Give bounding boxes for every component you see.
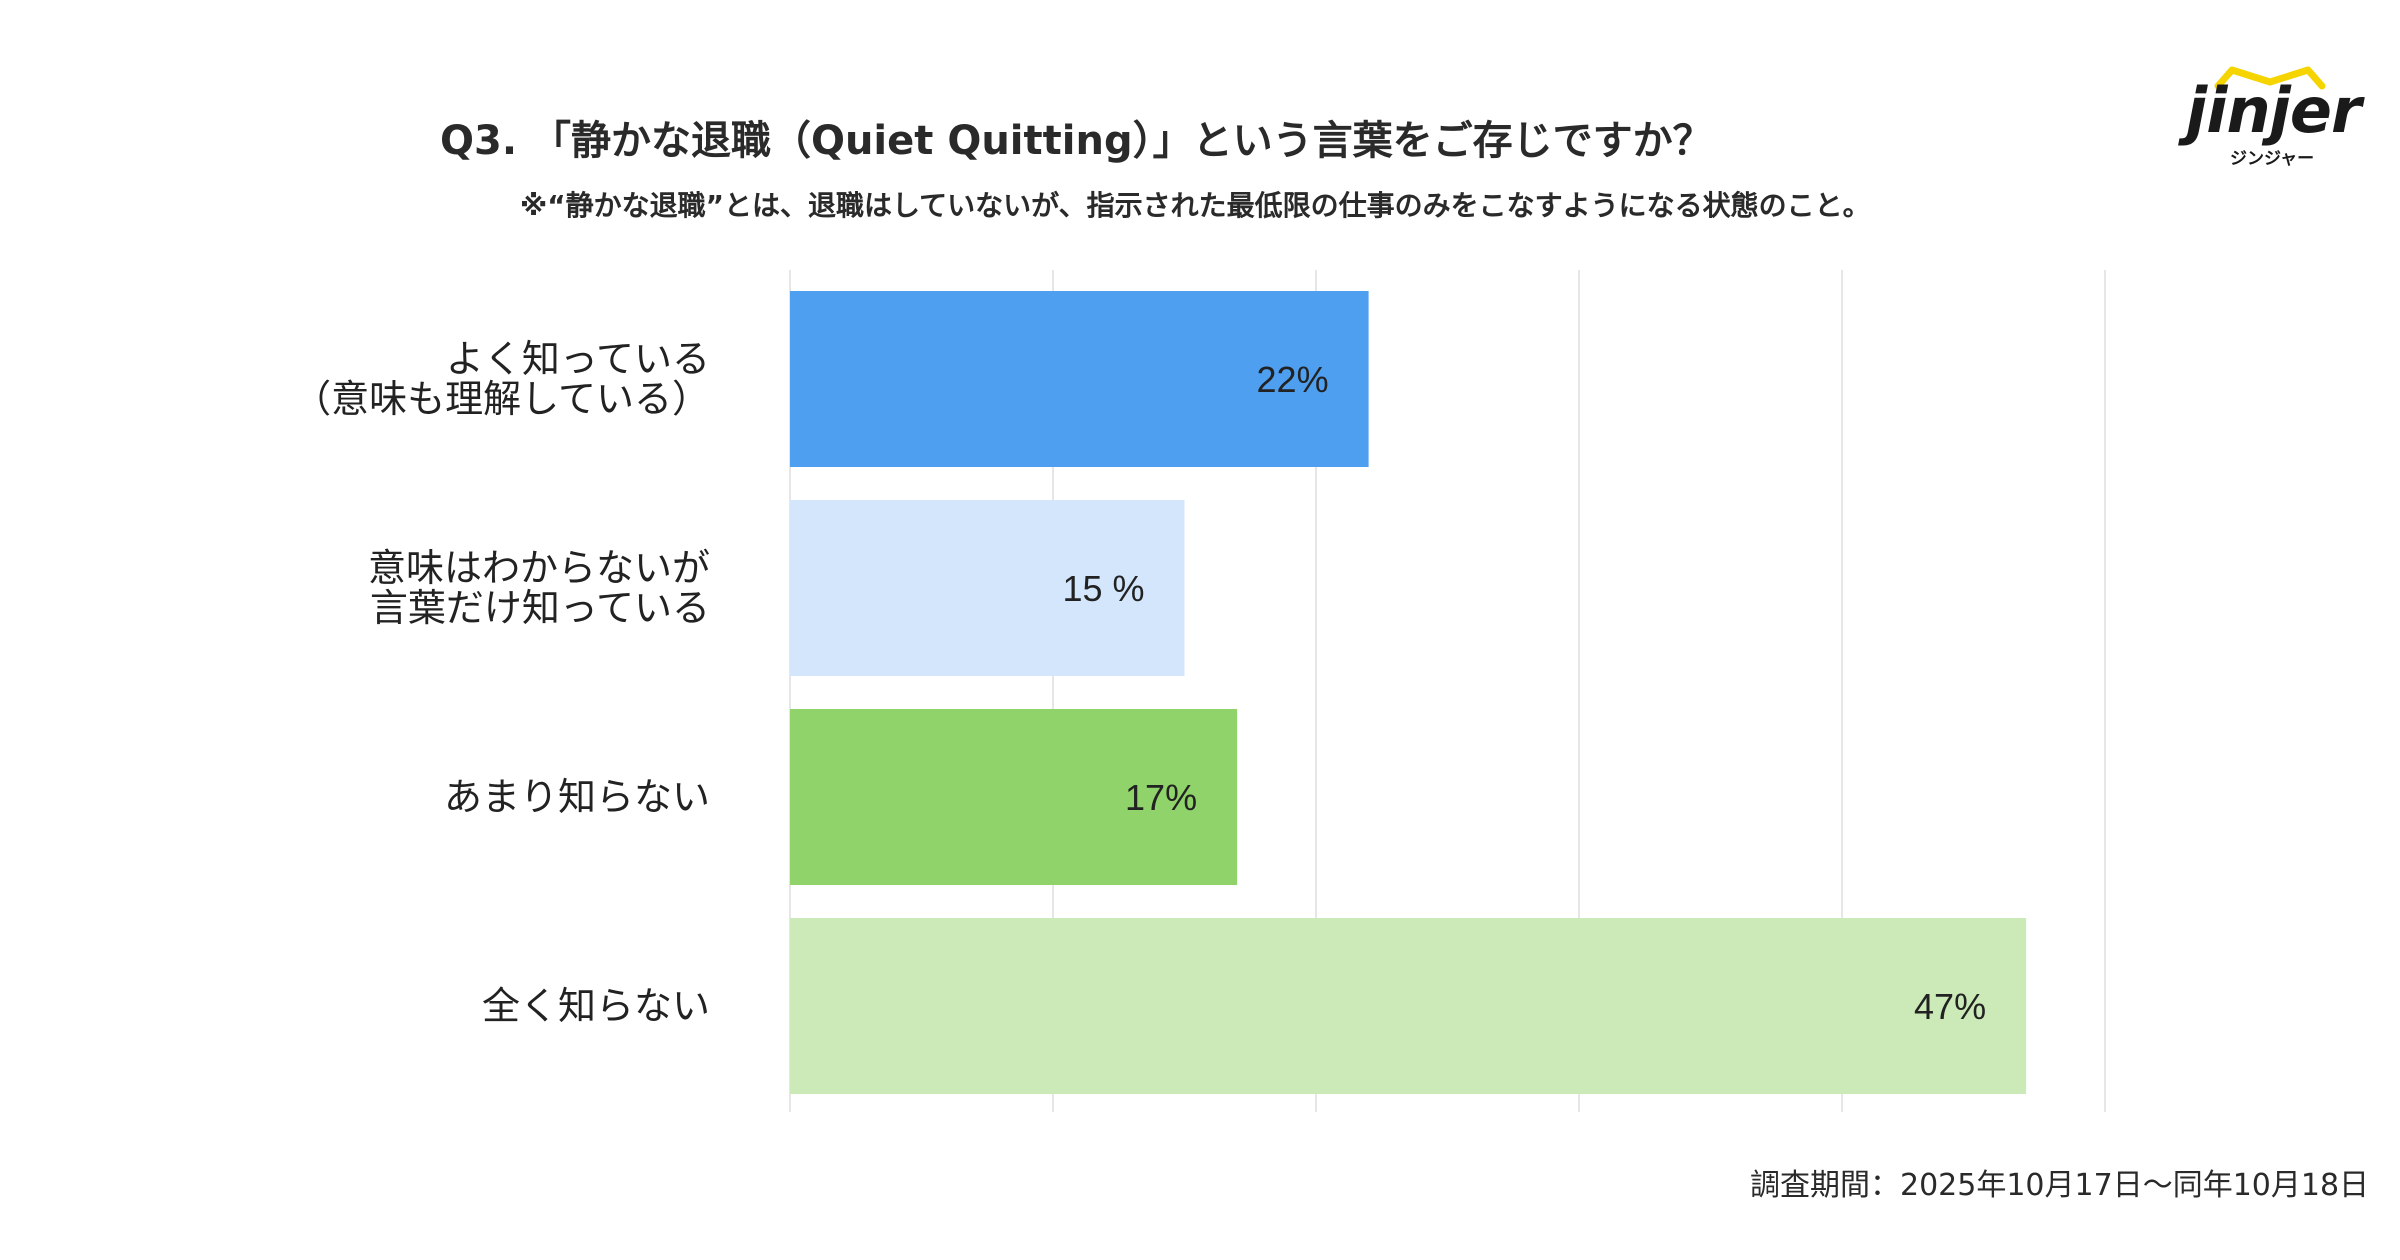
category-label: 言葉だけ知っている <box>370 586 710 630</box>
bar <box>790 709 1238 885</box>
bar <box>790 500 1185 676</box>
value-labels: 22% 15 % 17% 47% <box>1062 359 1986 1027</box>
bars <box>790 291 2027 1094</box>
chart-title: Q3. 「静かな退職（Quiet Quitting）」という言葉をご存じですか？ <box>440 118 1713 164</box>
value-label: 17% <box>1125 777 1197 818</box>
chart-subtitle: ※“静かな退職”とは、退職はしていないが、指示された最低限の仕事のみをこなすよう… <box>520 189 1871 222</box>
logo-crown-icon <box>2214 66 2326 90</box>
bar <box>790 291 1369 467</box>
category-label: （意味も理解している） <box>293 377 710 421</box>
category-labels: よく知っている（意味も理解している） 意味はわからないが言葉だけ知っているあまり知… <box>293 337 710 1028</box>
category-label: よく知っている <box>446 337 710 381</box>
value-label: 22% <box>1257 359 1329 400</box>
logo-wordmark: jinjer <box>2186 74 2362 147</box>
category-label: 意味はわからないが <box>368 546 710 590</box>
category-label: 全く知らない <box>482 984 710 1028</box>
logo-kana: ジンジャー <box>2230 149 2315 169</box>
bar <box>790 918 2027 1094</box>
value-label: 15 % <box>1062 568 1144 609</box>
survey-period: 調査期間：2025年10月17日〜同年10月18日 <box>1750 1168 2370 1203</box>
value-label: 47% <box>1914 986 1986 1027</box>
category-label: あまり知らない <box>444 775 710 819</box>
jinjer-logo: jinjer ジンジャー <box>2180 64 2362 174</box>
